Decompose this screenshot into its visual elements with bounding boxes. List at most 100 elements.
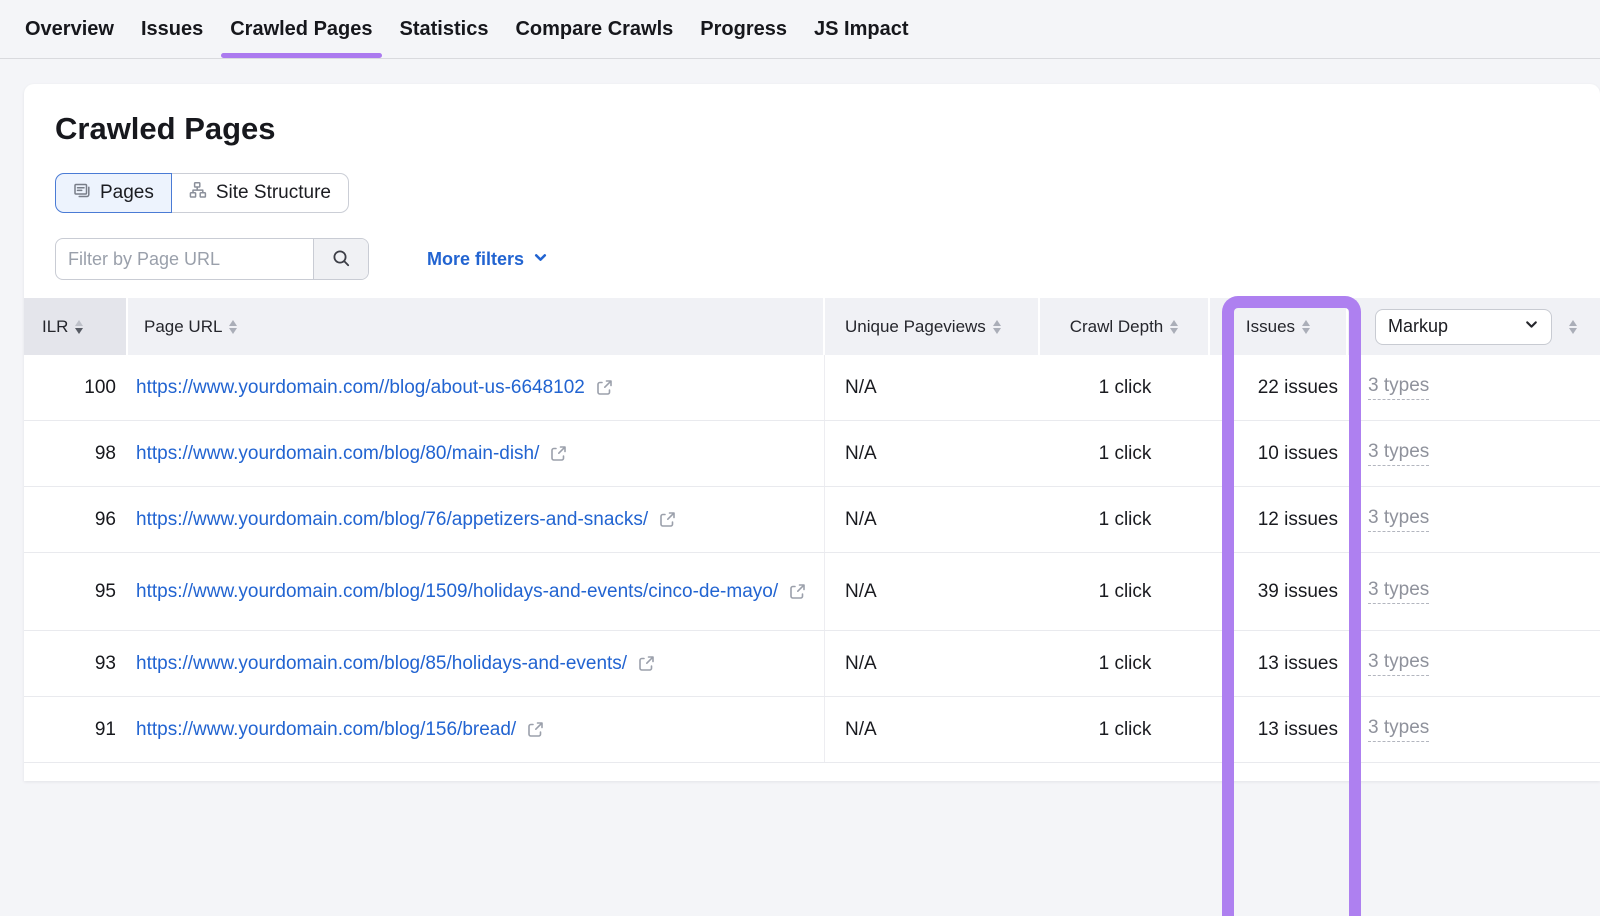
table-row: 96 https://www.yourdomain.com/blog/76/ap…: [24, 487, 1600, 553]
tab-label: Issues: [140, 17, 204, 40]
active-tab-underline: [221, 53, 382, 58]
crawl-depth-value: 1 click: [1098, 652, 1152, 674]
page-url-link[interactable]: https://www.yourdomain.com/blog/85/holid…: [136, 652, 628, 674]
page-url-cell: https://www.yourdomain.com/blog/156/brea…: [128, 697, 825, 762]
tab-crawled-pages[interactable]: Crawled Pages: [221, 0, 382, 58]
page-url-cell: https://www.yourdomain.com/blog/80/main-…: [128, 421, 825, 486]
tab-label: Overview: [25, 17, 114, 40]
chevron-down-icon: [1524, 316, 1539, 337]
crawl-depth-value: 1 click: [1098, 508, 1152, 530]
column-header-page-url[interactable]: Page URL: [128, 298, 825, 355]
more-filters-label: More filters: [427, 248, 525, 269]
column-label: ILR: [42, 316, 69, 336]
markup-column-select[interactable]: Markup: [1375, 308, 1552, 345]
crawl-depth-value: 1 click: [1098, 376, 1152, 398]
view-toggle: Pages Site Structure: [55, 173, 1600, 213]
column-header-ilr[interactable]: ILR: [24, 298, 128, 355]
page-url-link[interactable]: https://www.yourdomain.com/blog/76/appet…: [136, 508, 649, 530]
sort-arrows-icon: [1302, 319, 1311, 334]
more-filters-button[interactable]: More filters: [427, 249, 548, 270]
page-url-link[interactable]: https://www.yourdomain.com/blog/1509/hol…: [136, 580, 779, 602]
crawled-pages-table: ILR Page URL Unique Pageviews Crawl Dept…: [24, 298, 1600, 763]
markup-types-link[interactable]: 3 types: [1368, 579, 1430, 604]
unique-pageviews-value: N/A: [845, 652, 877, 674]
unique-pageviews-value: N/A: [845, 718, 877, 740]
tab-statistics[interactable]: Statistics: [400, 0, 489, 58]
table-row: 95 https://www.yourdomain.com/blog/1509/…: [24, 553, 1600, 631]
unique-pageviews-value: N/A: [845, 442, 877, 464]
tab-label: Statistics: [399, 17, 489, 40]
external-link-icon[interactable]: [658, 510, 677, 529]
tab-compare-crawls[interactable]: Compare Crawls: [515, 0, 673, 58]
ilr-value: 93: [94, 652, 116, 674]
markup-types-link[interactable]: 3 types: [1368, 441, 1430, 466]
issues-count: 39 issues: [1257, 580, 1338, 602]
table-row: 100 https://www.yourdomain.com//blog/abo…: [24, 355, 1600, 421]
issues-count: 10 issues: [1257, 442, 1338, 464]
tab-overview[interactable]: Overview: [25, 0, 114, 58]
issues-count: 13 issues: [1257, 718, 1338, 740]
page-url-link[interactable]: https://www.yourdomain.com/blog/156/brea…: [136, 718, 517, 740]
page-url-link[interactable]: https://www.yourdomain.com/blog/80/main-…: [136, 442, 540, 464]
column-label: Issues: [1245, 316, 1296, 336]
external-link-icon[interactable]: [526, 720, 545, 739]
crawled-pages-card: Crawled Pages Pages Site: [24, 84, 1600, 916]
tab-label: Progress: [700, 17, 788, 40]
sort-arrows-icon: [229, 319, 238, 334]
page-url-link[interactable]: https://www.yourdomain.com//blog/about-u…: [136, 376, 585, 398]
site-structure-view-label: Site Structure: [215, 182, 331, 203]
markup-types-link[interactable]: 3 types: [1368, 507, 1430, 532]
url-filter-input[interactable]: [56, 239, 313, 279]
table-body: 100 https://www.yourdomain.com//blog/abo…: [24, 355, 1600, 763]
column-header-unique-pageviews[interactable]: Unique Pageviews: [825, 298, 1040, 355]
pages-view-button[interactable]: Pages: [55, 173, 172, 213]
markup-types-link[interactable]: 3 types: [1368, 651, 1430, 676]
table-row: 98 https://www.yourdomain.com/blog/80/ma…: [24, 421, 1600, 487]
table-header-row: ILR Page URL Unique Pageviews Crawl Dept…: [24, 298, 1600, 355]
ilr-value: 98: [94, 442, 116, 464]
site-structure-view-button[interactable]: Site Structure: [171, 173, 349, 213]
external-link-icon[interactable]: [595, 378, 614, 397]
table-row: 91 https://www.yourdomain.com/blog/156/b…: [24, 697, 1600, 763]
tab-issues[interactable]: Issues: [141, 0, 203, 58]
unique-pageviews-value: N/A: [845, 376, 877, 398]
sort-arrows-icon: [992, 319, 1001, 334]
tab-js-impact[interactable]: JS Impact: [814, 0, 908, 58]
sort-arrows-icon[interactable]: [1569, 319, 1577, 334]
external-link-icon[interactable]: [788, 582, 807, 601]
url-filter-box: [55, 238, 369, 280]
search-button[interactable]: [313, 239, 368, 279]
table-row: 93 https://www.yourdomain.com/blog/85/ho…: [24, 631, 1600, 697]
issues-count: 13 issues: [1257, 652, 1338, 674]
column-label: Unique Pageviews: [845, 316, 986, 336]
markup-types-link[interactable]: 3 types: [1368, 375, 1430, 400]
issues-count: 22 issues: [1257, 376, 1338, 398]
tab-progress[interactable]: Progress: [700, 0, 787, 58]
ilr-value: 96: [94, 508, 116, 530]
chevron-down-icon: [533, 249, 548, 270]
crawl-depth-value: 1 click: [1098, 580, 1152, 602]
column-label: Page URL: [144, 316, 223, 336]
unique-pageviews-value: N/A: [845, 580, 877, 602]
page-url-cell: https://www.yourdomain.com/blog/85/holid…: [128, 631, 825, 696]
unique-pageviews-value: N/A: [845, 508, 877, 530]
audit-top-nav: Overview Issues Crawled Pages Statistics…: [0, 0, 1600, 59]
page-url-cell: https://www.yourdomain.com//blog/about-u…: [128, 355, 825, 420]
markup-types-link[interactable]: 3 types: [1368, 717, 1430, 742]
column-header-crawl-depth[interactable]: Crawl Depth: [1040, 298, 1210, 355]
sort-arrows-icon: [75, 319, 84, 334]
column-header-issues[interactable]: Issues: [1210, 298, 1348, 355]
column-header-markup: Markup: [1348, 298, 1600, 355]
tab-label: Crawled Pages: [230, 17, 373, 40]
filter-row: More filters: [55, 238, 1600, 280]
external-link-icon[interactable]: [549, 444, 568, 463]
ilr-value: 91: [94, 718, 116, 740]
page-title: Crawled Pages: [55, 111, 276, 146]
crawl-depth-value: 1 click: [1098, 718, 1152, 740]
tab-label: JS Impact: [814, 17, 909, 40]
external-link-icon[interactable]: [637, 654, 656, 673]
page-url-cell: https://www.yourdomain.com/blog/76/appet…: [128, 487, 825, 552]
ilr-value: 95: [94, 580, 116, 602]
pages-view-label: Pages: [100, 182, 154, 203]
sort-arrows-icon: [1170, 319, 1179, 334]
